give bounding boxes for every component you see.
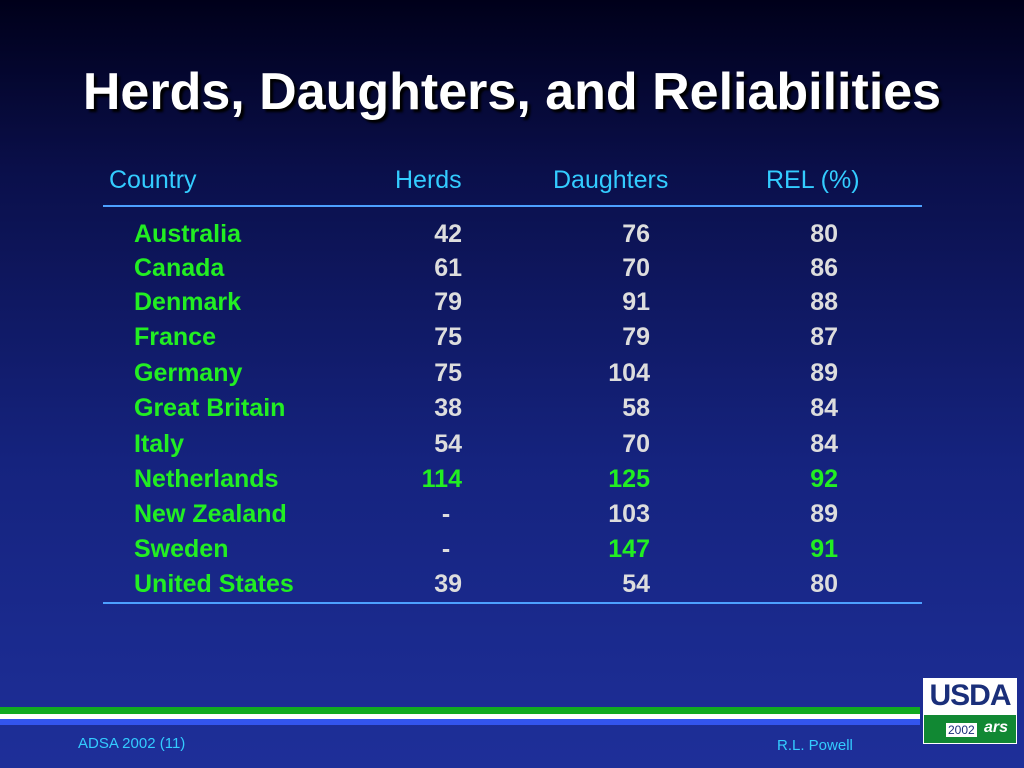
table-top-rule — [103, 205, 922, 207]
daughters-cell: 91 — [622, 288, 650, 316]
table-row: United States 39 54 80 — [0, 567, 1024, 602]
footer-right-label: R.L. Powell — [777, 737, 853, 754]
rel-cell: 88 — [810, 288, 838, 316]
country-cell: Great Britain — [134, 394, 286, 422]
country-cell: Australia — [134, 220, 241, 248]
column-header-herds: Herds — [395, 166, 462, 194]
rel-cell: 86 — [810, 254, 838, 282]
country-cell: Italy — [134, 430, 185, 458]
rel-cell: 80 — [810, 220, 838, 248]
herds-cell: 61 — [434, 254, 462, 282]
ars-mark-icon: ars — [984, 719, 1009, 736]
daughters-cell: 147 — [608, 535, 650, 563]
country-cell: Netherlands — [134, 465, 279, 493]
table-row: Australia 42 76 80 — [0, 217, 1024, 252]
herds-cell: 75 — [434, 359, 462, 387]
country-cell: France — [134, 323, 216, 351]
footer-stripe-green — [0, 707, 920, 714]
table-row: Sweden - 147 91 — [0, 532, 1024, 567]
country-cell: Denmark — [134, 288, 241, 316]
herds-cell: 75 — [434, 323, 462, 351]
daughters-cell: 79 — [622, 323, 650, 351]
table-row: Denmark 79 91 88 — [0, 285, 1024, 320]
footer-stripe-blue — [0, 719, 920, 725]
table-row: France 75 79 87 — [0, 320, 1024, 355]
rel-cell: 84 — [810, 430, 838, 458]
column-header-country: Country — [109, 166, 197, 194]
usda-logo-text: USDA — [929, 679, 1011, 712]
table-bottom-rule — [103, 602, 922, 604]
herds-cell: 114 — [421, 465, 462, 493]
country-cell: Germany — [134, 359, 243, 387]
rel-cell: 80 — [810, 570, 838, 598]
daughters-cell: 104 — [608, 359, 650, 387]
table-row: Great Britain 38 58 84 — [0, 391, 1024, 426]
rel-cell: 92 — [810, 465, 838, 493]
daughters-cell: 70 — [622, 430, 650, 458]
daughters-cell: 58 — [622, 394, 650, 422]
rel-cell: 89 — [810, 500, 838, 528]
usda-logo-year: 2002 — [946, 723, 977, 737]
herds-cell: - — [441, 535, 451, 563]
daughters-cell: 103 — [608, 500, 650, 528]
rel-cell: 87 — [810, 323, 838, 351]
herds-cell: 42 — [434, 220, 462, 248]
daughters-cell: 70 — [622, 254, 650, 282]
herds-cell: 38 — [434, 394, 462, 422]
table-row: Netherlands 114 125 92 — [0, 462, 1024, 497]
daughters-cell: 54 — [622, 570, 650, 598]
footer-left-label: ADSA 2002 (11) — [78, 735, 186, 752]
slide-title: Herds, Daughters, and Reliabilities — [82, 63, 942, 121]
herds-cell: 79 — [434, 288, 462, 316]
table-row: Canada 61 70 86 — [0, 251, 1024, 286]
country-cell: United States — [134, 570, 294, 598]
usda-logo: USDA 2002 ars — [923, 678, 1017, 744]
table-row: Germany 75 104 89 — [0, 356, 1024, 391]
country-cell: New Zealand — [134, 500, 287, 528]
country-cell: Sweden — [134, 535, 229, 563]
herds-cell: - — [441, 500, 451, 528]
rel-cell: 84 — [810, 394, 838, 422]
footer-stripe-white — [0, 714, 920, 719]
rel-cell: 91 — [810, 535, 838, 563]
table-row: New Zealand - 103 89 — [0, 497, 1024, 532]
column-header-rel: REL (%) — [766, 166, 860, 194]
daughters-cell: 125 — [608, 465, 650, 493]
herds-cell: 54 — [434, 430, 462, 458]
column-header-daughters: Daughters — [553, 166, 669, 194]
rel-cell: 89 — [810, 359, 838, 387]
table-row: Italy 54 70 84 — [0, 427, 1024, 462]
daughters-cell: 76 — [622, 220, 650, 248]
herds-cell: 39 — [434, 570, 462, 598]
country-cell: Canada — [134, 254, 225, 282]
